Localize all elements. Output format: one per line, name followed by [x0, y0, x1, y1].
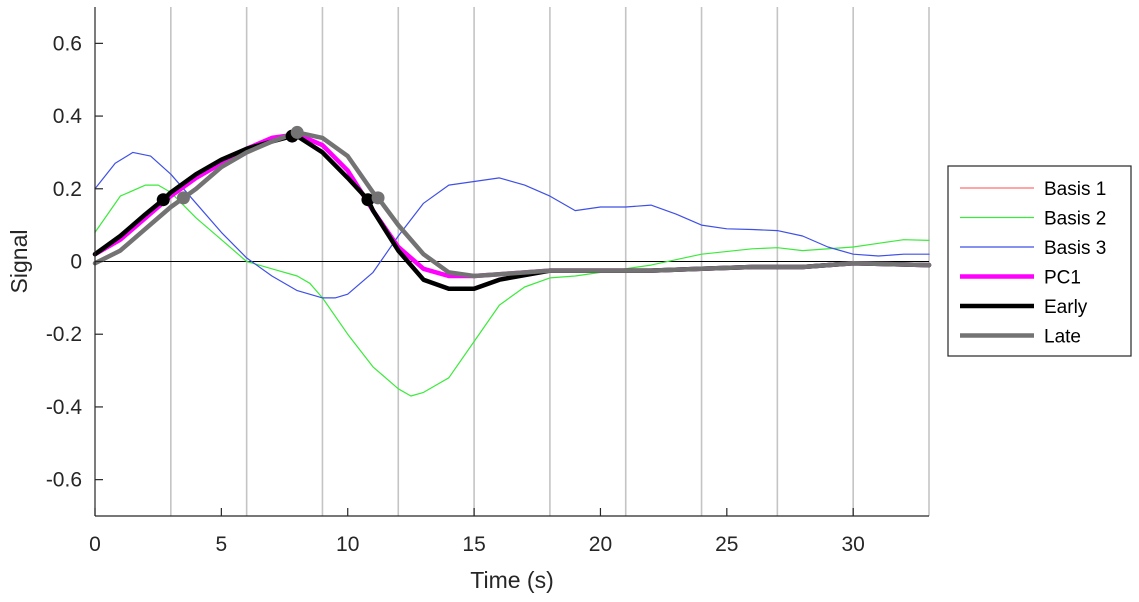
y-tick-label-3: 0: [70, 251, 82, 274]
legend-label-pc1: PC1: [1044, 268, 1081, 289]
y-axis-ticks: 0.6 0.4 0.2 0 -0.2 -0.4 -0.6: [46, 32, 103, 492]
x-tick-label-3: 15: [462, 533, 485, 556]
legend-label-basis-3: Basis 3: [1044, 238, 1106, 259]
marker-late-0: [176, 191, 190, 205]
marker-late-1: [290, 125, 304, 139]
marker-late-2: [371, 191, 385, 205]
y-tick-label-5: -0.4: [46, 396, 83, 419]
x-axis-ticks: 0 5 10 15 20 25 30: [89, 508, 865, 556]
legend-label-early: Early: [1044, 297, 1088, 318]
y-tick-label-1: 0.4: [53, 105, 83, 128]
x-axis-label: Time (s): [470, 567, 553, 593]
legend-box: [947, 165, 1132, 357]
x-tick-label-5: 25: [715, 533, 738, 556]
x-tick-label-0: 0: [89, 533, 101, 556]
series-line-basis-2: [94, 184, 930, 397]
x-tick-label-4: 20: [589, 533, 612, 556]
y-tick-label-4: -0.2: [46, 323, 82, 346]
y-tick-label-2: 0.2: [53, 178, 82, 201]
x-tick-label-6: 30: [842, 533, 865, 556]
legend-label-late: Late: [1044, 327, 1081, 348]
legend-label-basis-1: Basis 1: [1044, 179, 1106, 200]
series-line-late: [92, 130, 932, 279]
x-tick-label-1: 5: [216, 533, 228, 556]
legend: Basis 1 Basis 2 Basis 3 PC1 Early Late: [947, 165, 1132, 357]
series-line-pc1: [92, 132, 932, 279]
series-line-basis-1: [94, 133, 930, 277]
marker-layer: [156, 125, 385, 207]
series-layer: [92, 130, 932, 397]
x-tick-label-2: 10: [336, 533, 359, 556]
y-tick-label-6: -0.6: [46, 469, 82, 492]
marker-early-2: [361, 193, 375, 207]
legend-label-basis-2: Basis 2: [1044, 209, 1106, 230]
marker-early-0: [156, 193, 170, 207]
series-line-basis-3: [94, 151, 930, 299]
y-tick-label-0: 0.6: [53, 32, 82, 55]
y-axis-label: Signal: [6, 230, 32, 294]
